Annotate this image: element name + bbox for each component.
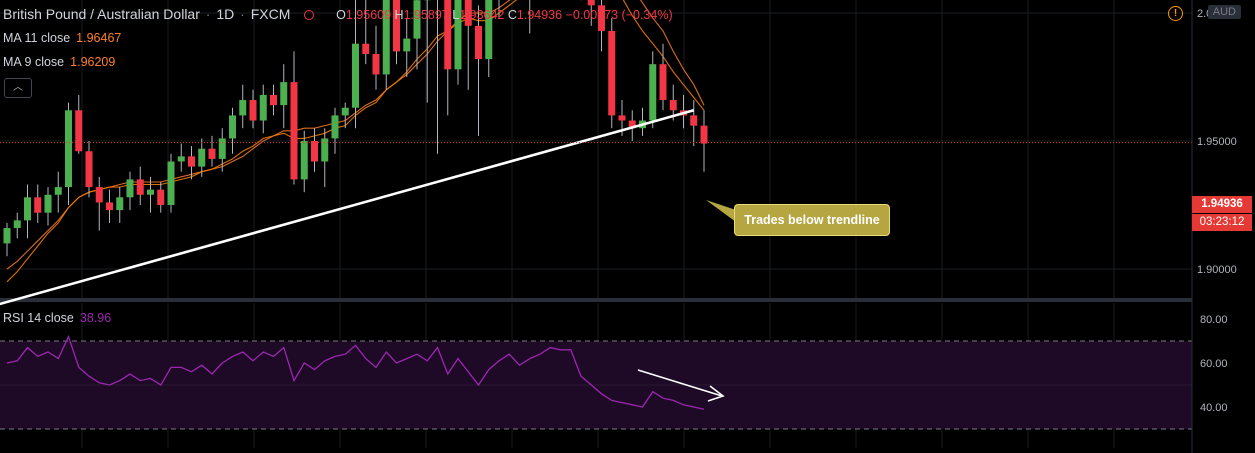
interval-label[interactable]: 1D	[216, 6, 235, 22]
candle	[331, 115, 339, 139]
rsi-legend[interactable]: RSI 14 close 38.96	[3, 311, 111, 325]
rsi-tick-label: 80.00	[1200, 314, 1228, 326]
bar-countdown: 03:23:12	[1192, 214, 1252, 231]
alert-icon[interactable]: !	[1168, 6, 1183, 21]
candle	[239, 100, 247, 116]
candle	[403, 38, 411, 52]
candle	[106, 202, 113, 211]
candle	[177, 156, 185, 162]
candle	[44, 194, 52, 213]
candle	[157, 189, 165, 205]
candle	[413, 0, 421, 39]
symbol-name[interactable]: British Pound / Australian Dollar	[3, 6, 200, 22]
candle	[54, 187, 62, 195]
candle	[208, 148, 216, 159]
candle	[362, 43, 370, 54]
candle	[290, 82, 298, 180]
price-tick-label: 1.95000	[1197, 136, 1237, 148]
change-value: −0.00673 (−0.34%)	[565, 8, 673, 22]
ma9-legend[interactable]: MA 9 close 1.96209	[3, 55, 115, 69]
ma11-label: MA 11 close	[3, 31, 71, 45]
candle	[608, 30, 616, 116]
rsi-label: RSI 14 close	[3, 311, 74, 325]
rsi-arrow-head	[707, 385, 725, 402]
market-status-icon	[304, 10, 315, 21]
price-tick-label: 1.90000	[1197, 264, 1237, 276]
last-price-tag: 1.94936	[1192, 196, 1252, 213]
candle	[444, 0, 452, 70]
candle	[147, 189, 154, 195]
candle	[85, 151, 93, 188]
ma9-value: 1.96209	[70, 55, 116, 69]
candle	[475, 25, 482, 60]
candle	[280, 82, 288, 106]
close-value: 1.94936	[516, 8, 563, 22]
candle	[598, 5, 605, 31]
legend-separator: ·	[205, 6, 211, 22]
ma11-legend[interactable]: MA 11 close 1.96467	[3, 31, 121, 45]
candle	[485, 0, 493, 60]
candle	[126, 179, 134, 198]
candle	[669, 100, 677, 111]
high-value: 1.95897	[403, 8, 449, 22]
candle	[649, 64, 657, 121]
candle	[341, 107, 349, 116]
candle	[75, 110, 83, 152]
trendline-callout[interactable]: Trades below trendline	[734, 204, 890, 236]
candle	[372, 53, 380, 75]
candle	[188, 156, 195, 167]
candle	[628, 120, 636, 129]
candle	[65, 110, 72, 188]
candle	[198, 148, 206, 167]
candle	[300, 141, 308, 180]
candle	[659, 64, 667, 101]
candle	[618, 115, 626, 121]
candle	[382, 0, 390, 75]
chevron-up-icon: ︿	[13, 82, 23, 93]
pane-separator	[0, 298, 1255, 302]
candle	[700, 125, 708, 144]
currency-badge[interactable]: AUD	[1207, 5, 1241, 19]
candle	[259, 94, 267, 121]
callout-pointer	[706, 200, 736, 222]
trendline	[0, 109, 695, 306]
candle	[352, 43, 359, 108]
candle	[95, 187, 103, 203]
candle	[587, 0, 595, 6]
candle	[454, 0, 462, 70]
candle	[3, 228, 11, 244]
candle	[229, 115, 236, 139]
price-pane	[0, 0, 1192, 306]
ma11-value: 1.96467	[76, 31, 122, 45]
candle	[136, 179, 144, 195]
candle	[321, 138, 329, 162]
collapse-legend-button[interactable]: ︿	[4, 78, 32, 98]
open-value: 1.95609	[345, 8, 392, 22]
candle	[393, 0, 400, 52]
candle	[34, 197, 42, 213]
candle	[270, 94, 277, 106]
candle	[690, 115, 698, 126]
rsi-line	[6, 334, 705, 410]
rsi-tick-label: 60.00	[1200, 358, 1228, 370]
candle	[116, 197, 124, 211]
candle	[311, 141, 318, 162]
ma9-label: MA 9 close	[3, 55, 65, 69]
ohlc-values: O1.95609 H1.95897 L1.93642 C1.94936 −0.0…	[336, 8, 673, 22]
candle	[249, 100, 257, 121]
legend-separator: ·	[240, 6, 245, 22]
candle	[167, 161, 175, 205]
rsi-arrow	[637, 369, 723, 397]
rsi-value: 38.96	[79, 311, 112, 325]
low-value: 1.93642	[459, 8, 505, 22]
source-label: FXCM	[250, 6, 291, 22]
candle	[464, 0, 472, 26]
candle	[218, 138, 226, 159]
rsi-pane	[0, 334, 1192, 430]
rsi-tick-label: 40.00	[1200, 402, 1228, 414]
candle	[24, 197, 31, 221]
candle	[13, 220, 21, 229]
symbol-legend[interactable]: British Pound / Australian Dollar · 1D ·…	[3, 6, 673, 22]
